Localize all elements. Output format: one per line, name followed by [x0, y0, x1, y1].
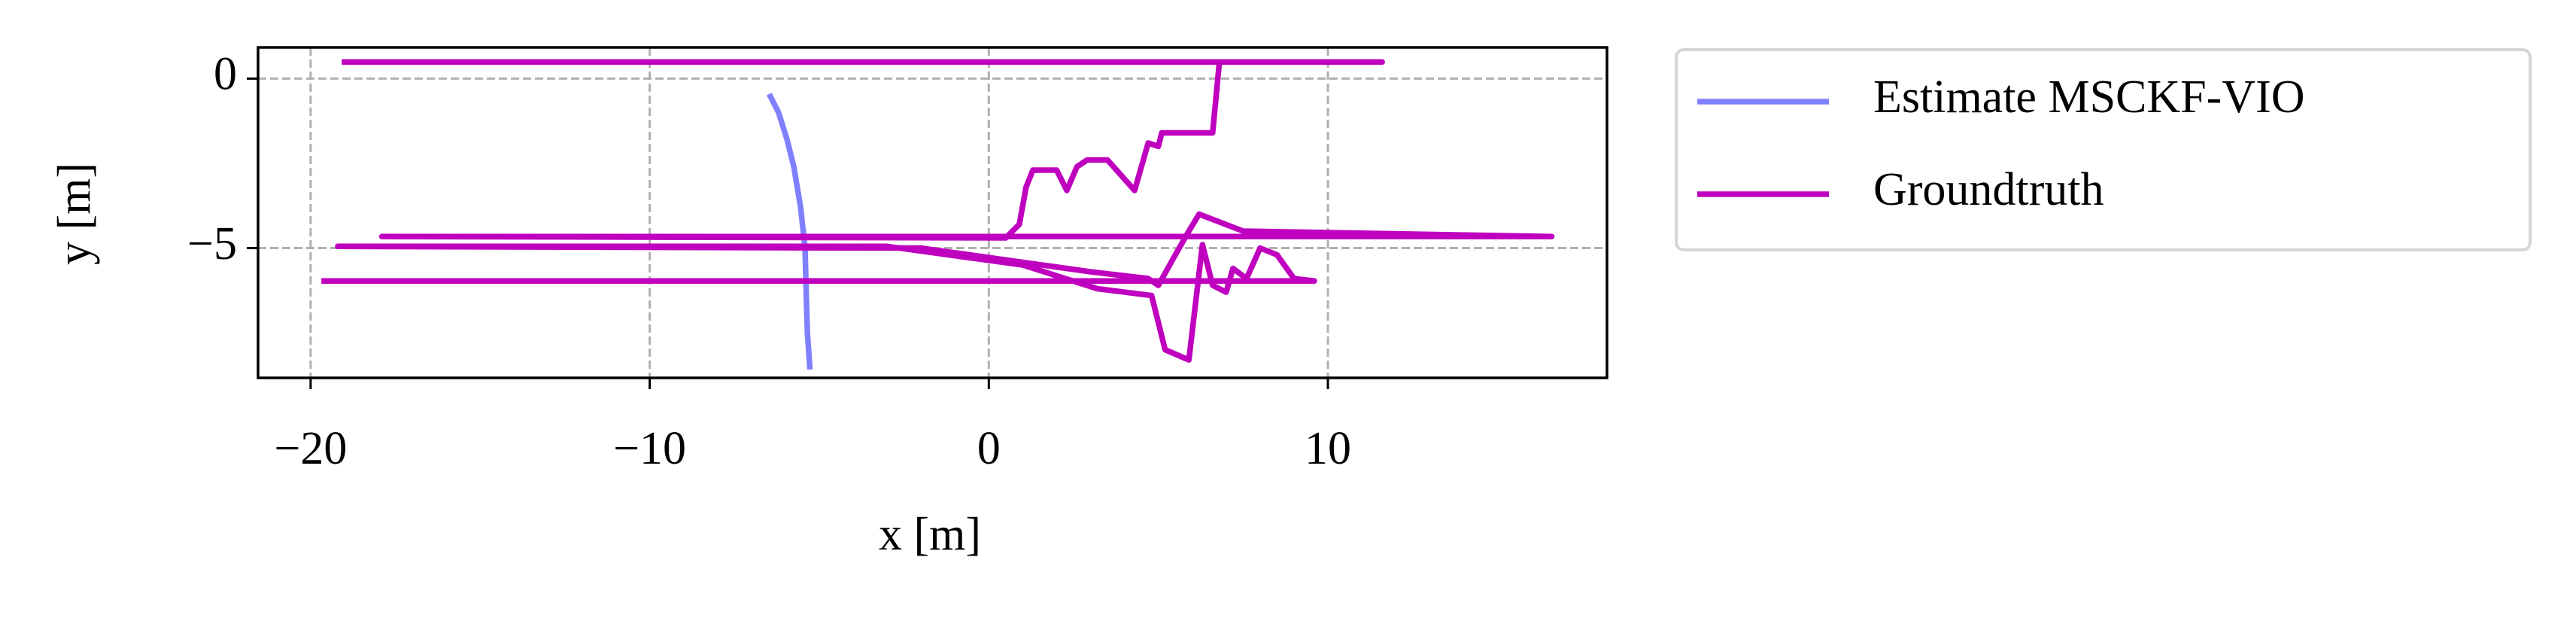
legend-label: Estimate MSCKF-VIO	[1873, 72, 2305, 123]
series-line	[767, 93, 813, 370]
legend-label: Groundtruth	[1873, 164, 2104, 215]
y-tick-label: 0	[214, 49, 237, 100]
plot-frame	[257, 46, 1608, 379]
y-axis-label: y [m]	[49, 163, 100, 265]
series-line	[321, 59, 1555, 363]
legend-box	[1675, 48, 2532, 251]
x-tick-label: 10	[1305, 423, 1351, 474]
x-tick-label: −20	[274, 423, 347, 474]
x-tick-label: 0	[977, 423, 1001, 474]
x-tick-label: −10	[613, 423, 686, 474]
y-tick-label: −5	[187, 218, 237, 269]
x-axis-label: x [m]	[879, 509, 981, 560]
